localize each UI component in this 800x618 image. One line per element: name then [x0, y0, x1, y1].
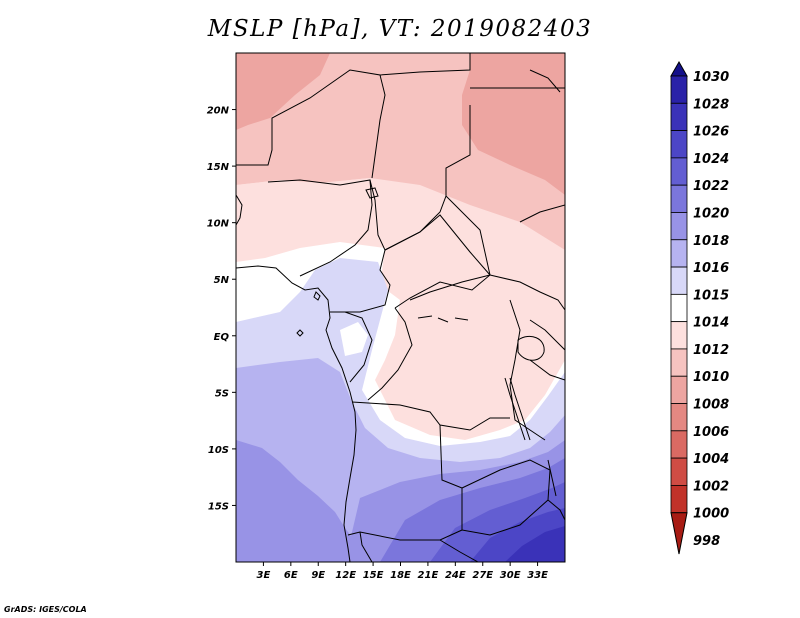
border-zambia: [461, 459, 551, 536]
colorbar-swatch: [670, 212, 688, 241]
border-uganda-kenya: [529, 319, 565, 351]
lake-victoria: [517, 336, 545, 361]
border-east-africa: [509, 299, 546, 441]
colorbar-swatch: [670, 102, 688, 131]
map-title: MSLP [hPa], VT: 2019082403: [207, 16, 593, 42]
colorbar-swatch: [670, 130, 688, 159]
colorbar-label: 1020: [693, 206, 729, 221]
red-sea-coast: [529, 69, 561, 93]
colorbar-swatch: [670, 375, 688, 404]
lake-tanganyika: [504, 377, 531, 441]
colorbar-swatch: [670, 75, 688, 104]
border-namibia: [359, 531, 373, 562]
border-cameroon: [330, 179, 391, 313]
lake-malawi: [547, 459, 557, 497]
colorbar-swatch: [670, 266, 688, 295]
colorbar-label: 998: [693, 534, 720, 549]
region-1012-west: [236, 178, 375, 262]
region-1018: [236, 440, 565, 562]
colorbar-label: 1006: [693, 425, 729, 440]
island-sao-tome: [296, 329, 304, 337]
colorbar-bottom-arrow: [670, 512, 688, 555]
country-borders: [236, 53, 565, 562]
colorbar-label: 1002: [693, 479, 729, 494]
region-1008-northwest: [236, 53, 330, 130]
lat-tick-label: 5S: [215, 388, 229, 399]
lon-tick-label: 9E: [311, 570, 325, 581]
colorbar-label: 1018: [693, 234, 729, 249]
lake-chad: [365, 187, 379, 199]
colorbar-label: 1008: [693, 398, 729, 413]
colorbar-swatch: [670, 348, 688, 377]
colorbar-swatch: [670, 430, 688, 459]
colorbar-label: 1012: [693, 343, 729, 358]
colorbar-label: 1022: [693, 179, 729, 194]
congo-river: [417, 315, 469, 323]
coastline-gulf: [236, 265, 357, 562]
lat-tick-label: 10S: [208, 445, 229, 456]
region-1026: [505, 526, 565, 562]
lon-tick-label: 27E: [472, 570, 493, 581]
lon-tick-label: 12E: [335, 570, 356, 581]
region-1014-congo: [340, 322, 368, 356]
colorbar-label: 1010: [693, 370, 729, 385]
colorbar-label: 1014: [693, 316, 729, 331]
colorbar-label: 1016: [693, 261, 729, 276]
lat-tick-label: 15S: [208, 501, 229, 512]
latitude-axis: 20N 15N 10N 5N EQ 5S 10S 15S: [207, 106, 236, 512]
lon-tick-label: 15E: [363, 570, 384, 581]
coastline-west: [236, 194, 243, 226]
colorbar-label: 1004: [693, 452, 729, 467]
colorbar-swatch: [670, 485, 688, 514]
lon-tick-label: 18E: [390, 570, 411, 581]
lon-tick-label: 6E: [284, 570, 298, 581]
longitude-axis: 3E 6E 9E 12E 15E 18E 21E 24E 27E 30E 33E: [257, 562, 548, 581]
colorbar-label: 1024: [693, 152, 729, 167]
colorbar-swatch: [670, 239, 688, 268]
border-mali-niger: [236, 69, 386, 179]
colorbar-swatch: [670, 403, 688, 432]
lat-tick-label: 5N: [214, 275, 230, 286]
lon-tick-label: 3E: [257, 570, 271, 581]
lat-tick-label: 10N: [207, 219, 230, 230]
colorbar-label: 1026: [693, 125, 729, 140]
border-botswana: [439, 539, 479, 562]
lat-tick-label: 20N: [207, 106, 230, 117]
border-angola: [347, 424, 463, 541]
lat-tick-label: EQ: [214, 332, 230, 343]
border-drc-west: [367, 307, 413, 401]
lon-tick-label: 30E: [500, 570, 521, 581]
colorbar-label: 1030: [693, 70, 729, 85]
lon-tick-label: 21E: [418, 570, 439, 581]
lon-tick-label: 33E: [527, 570, 548, 581]
border-mozambique: [547, 499, 565, 521]
colorbar-label: 1015: [693, 288, 729, 303]
colorbar: 1030 1028 1026 1024 1022 1020 1018 1016 1015 1014…: [670, 60, 729, 555]
border-congo: [330, 311, 373, 383]
border-south-sudan: [489, 274, 565, 311]
colorbar-swatch: [670, 457, 688, 486]
lon-tick-label: 24E: [445, 570, 466, 581]
colorbar-label: 1028: [693, 97, 729, 112]
island-bioko: [313, 291, 321, 301]
grads-credit: GrADS: IGES/COLA: [4, 605, 87, 614]
colorbar-label: 1000: [693, 507, 729, 522]
mslp-field: [236, 53, 565, 562]
border-sudan-chad: [409, 195, 491, 301]
border-nigeria: [267, 179, 373, 277]
lat-tick-label: 15N: [207, 162, 230, 173]
colorbar-swatch: [670, 157, 688, 186]
colorbar-swatch: [670, 321, 688, 350]
colorbar-swatch: [670, 293, 688, 323]
colorbar-top-arrow: [670, 60, 688, 77]
border-ethiopia: [519, 204, 565, 223]
colorbar-swatch: [670, 184, 688, 213]
border-niger-chad: [379, 53, 471, 76]
border-tanzania: [529, 359, 565, 381]
